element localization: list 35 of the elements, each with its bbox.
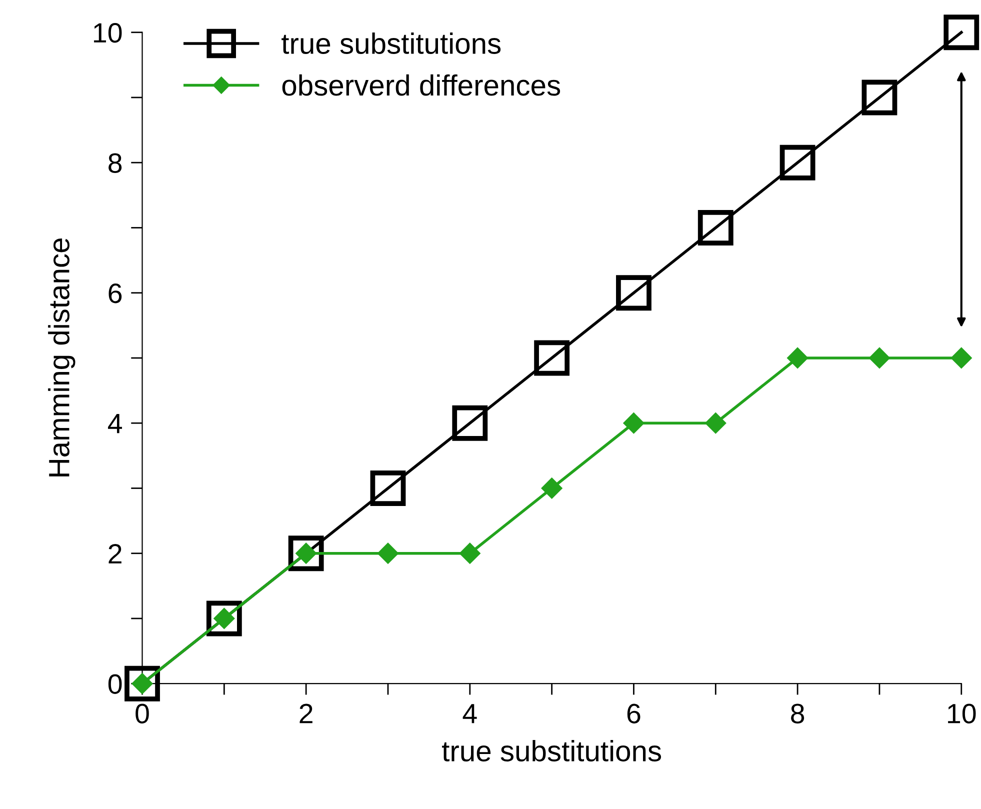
point bbox=[862, 80, 898, 116]
point bbox=[944, 14, 980, 50]
point bbox=[534, 340, 570, 376]
point bbox=[780, 144, 816, 180]
y-tick-label: 6 bbox=[108, 284, 122, 304]
x-tick-label: 4 bbox=[462, 704, 477, 724]
point bbox=[698, 210, 734, 246]
point bbox=[206, 600, 242, 636]
y-tick-label: 10 bbox=[94, 23, 122, 43]
y-tick-label: 0 bbox=[108, 674, 122, 694]
point bbox=[868, 347, 890, 368]
point bbox=[370, 470, 406, 506]
y-tick-label: 4 bbox=[108, 414, 122, 434]
point bbox=[452, 405, 488, 441]
point bbox=[541, 478, 562, 499]
y-tick-label: 2 bbox=[108, 544, 122, 564]
point bbox=[787, 347, 808, 368]
y-axis-title: Hamming distance bbox=[48, 238, 76, 476]
point bbox=[377, 542, 398, 564]
legend-label: true substitutions bbox=[282, 32, 501, 54]
point bbox=[288, 536, 324, 572]
x-tick-label: 0 bbox=[136, 704, 149, 724]
point bbox=[623, 412, 644, 434]
point bbox=[616, 275, 652, 311]
x-tick-label: 10 bbox=[948, 704, 976, 724]
x-tick-label: 6 bbox=[627, 704, 640, 724]
x-tick-label: 8 bbox=[791, 704, 804, 724]
point bbox=[950, 347, 972, 368]
x-tick-label: 2 bbox=[300, 704, 312, 724]
point bbox=[459, 542, 480, 564]
x-axis-title: true substitutions bbox=[442, 740, 662, 762]
legend-label: observerd differences bbox=[282, 74, 560, 96]
point bbox=[705, 412, 726, 434]
point bbox=[124, 666, 160, 702]
y-tick-label: 8 bbox=[108, 153, 122, 173]
